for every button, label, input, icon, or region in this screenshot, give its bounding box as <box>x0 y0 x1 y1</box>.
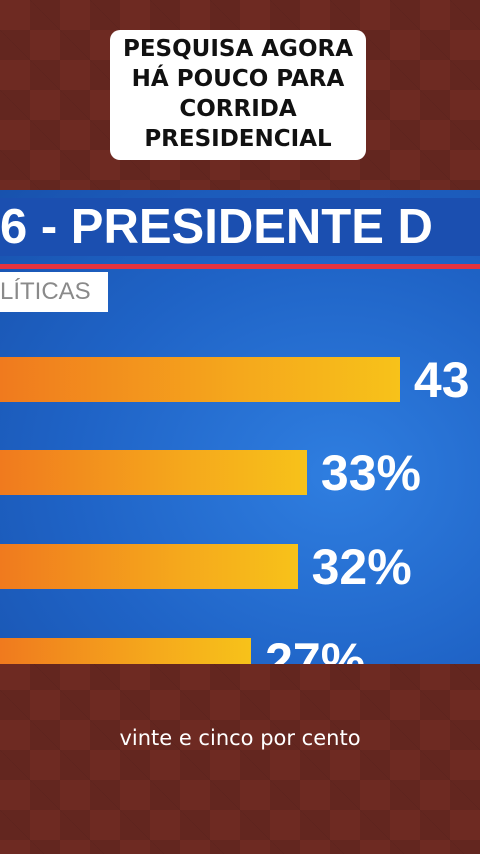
caption-line-1: PESQUISA AGORA <box>122 36 354 62</box>
banner-title: 6 - PRESIDENTE D <box>0 200 433 254</box>
title-banner: 6 - PRESIDENTE D <box>0 198 480 256</box>
bar-3 <box>0 544 298 589</box>
caption-line-3: CORRIDA <box>179 96 297 122</box>
bar-4 <box>0 638 252 664</box>
bar-label-3: 32% <box>311 539 412 595</box>
bar-label-4: 27% <box>265 633 366 664</box>
bar-2 <box>0 450 307 495</box>
bar-label-2: 33% <box>320 445 421 501</box>
category-tag: LÍTICAS <box>0 272 108 312</box>
video-frame[interactable]: 6 - PRESIDENTE D LÍTICAS 43 33% 32% 27% <box>0 190 480 664</box>
caption-line-2: HÁ POUCO PARA <box>131 66 345 92</box>
bar-1 <box>0 357 400 402</box>
caption-line-4: PRESIDENCIAL <box>144 126 332 152</box>
spoken-subtitle: vinte e cinco por cento <box>119 726 361 750</box>
overlay-caption: PESQUISA AGORA HÁ POUCO PARA CORRIDA PRE… <box>110 30 366 160</box>
banner-divider <box>0 264 480 269</box>
category-tag-label: LÍTICAS <box>0 278 91 305</box>
bar-label-1: 43 <box>413 352 470 408</box>
